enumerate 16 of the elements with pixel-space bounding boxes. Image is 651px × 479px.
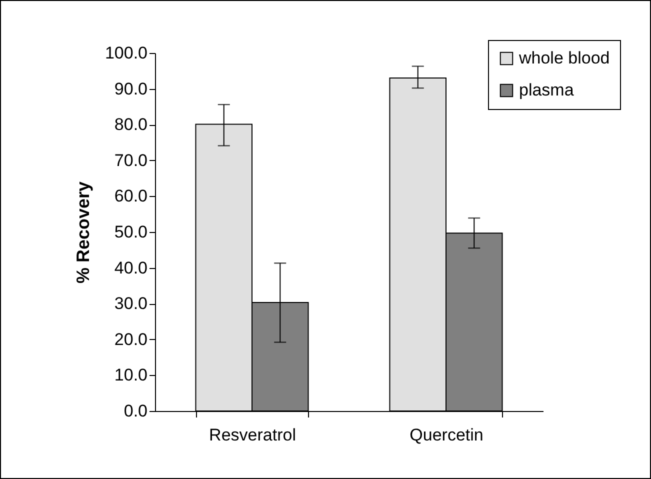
x-tick-label: Quercetin bbox=[410, 426, 484, 444]
y-tick-label: 90.0 bbox=[114, 79, 148, 98]
y-tick-label: 10.0 bbox=[114, 366, 148, 385]
legend-label: plasma bbox=[519, 80, 574, 100]
y-tick-label: 80.0 bbox=[114, 115, 148, 134]
y-tick-label: 20.0 bbox=[114, 330, 148, 349]
y-tick-label: 50.0 bbox=[114, 222, 148, 242]
y-axis-title: % Recovery bbox=[72, 181, 93, 284]
y-tick-label: 70.0 bbox=[114, 150, 148, 170]
y-tick-label: 0.0 bbox=[124, 402, 148, 420]
y-tick-label: 100.0 bbox=[104, 44, 148, 62]
y-tick-label: 60.0 bbox=[114, 186, 148, 206]
legend-label: whole blood bbox=[518, 48, 610, 68]
y-tick-label: 30.0 bbox=[114, 294, 148, 314]
y-tick-label: 40.0 bbox=[114, 258, 148, 278]
x-tick-label: Resveratrol bbox=[209, 426, 296, 444]
